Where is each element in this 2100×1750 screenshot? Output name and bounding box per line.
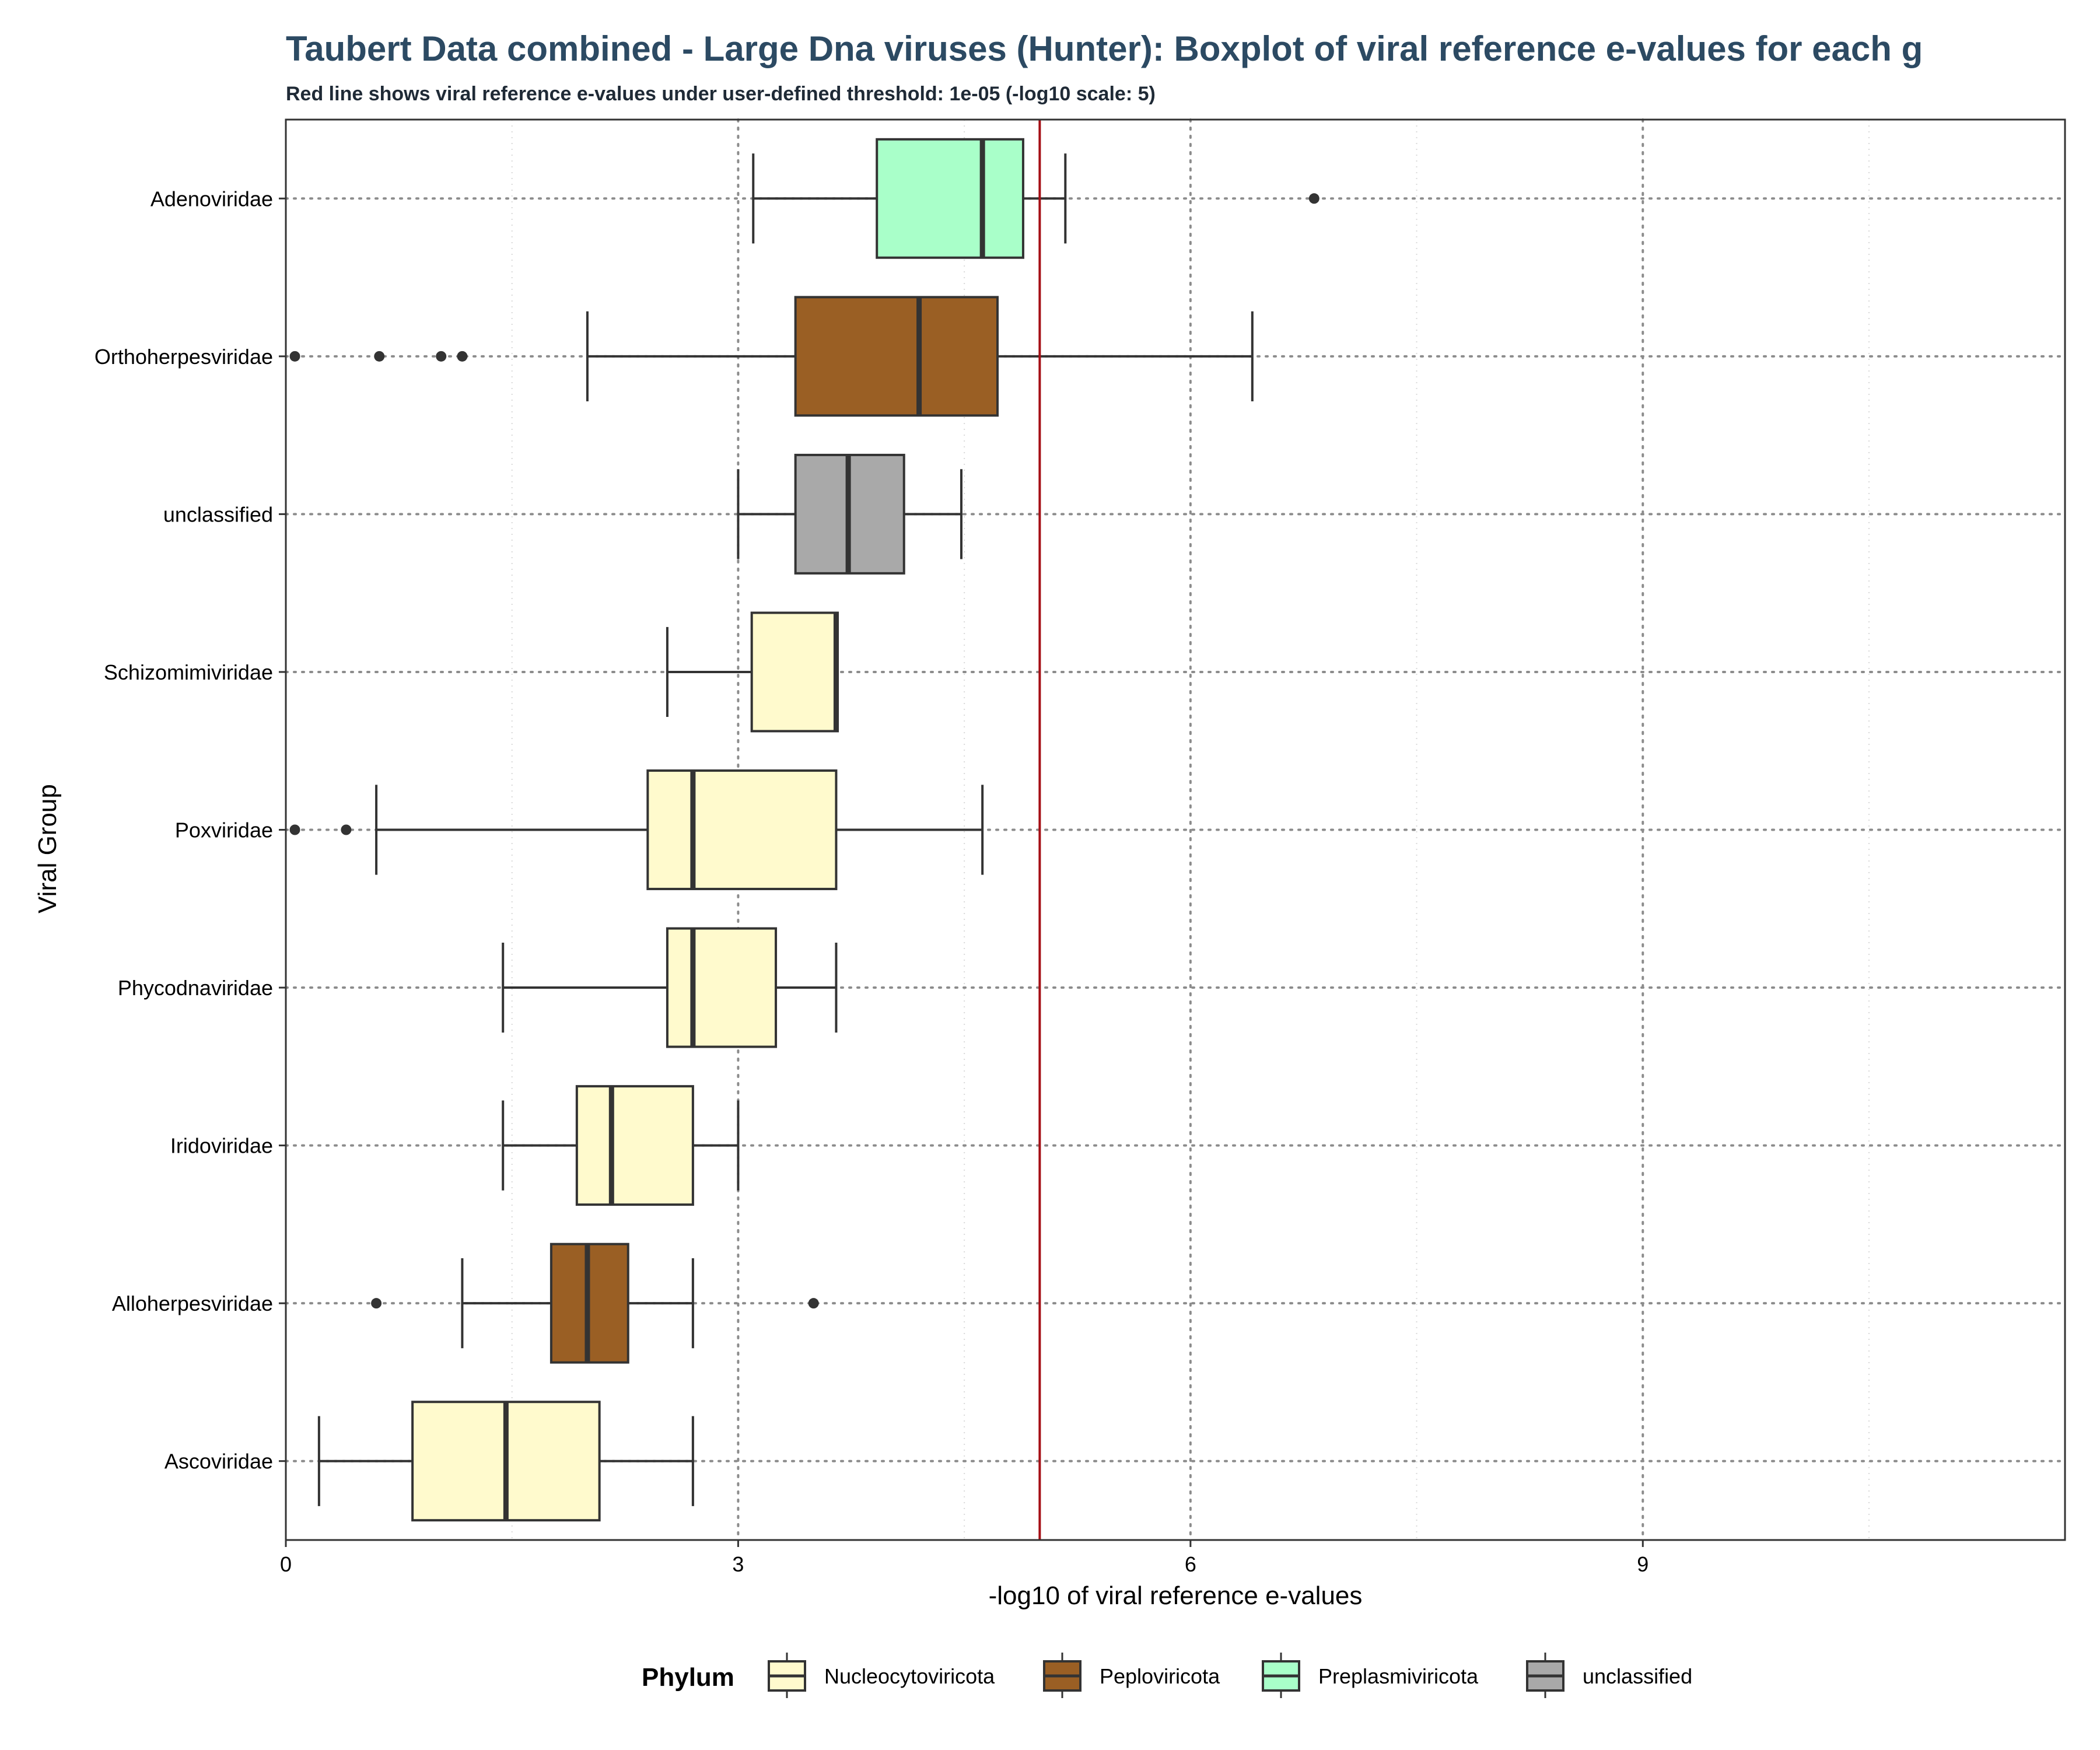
y-tick-label: Ascoviridae [164,1450,273,1474]
box-Poxviridae [289,769,984,890]
x-tick-label: 0 [280,1552,292,1576]
legend-item-Preplasmiviricota: Preplasmiviricota [1262,1653,1479,1698]
x-tick-label: 3 [732,1552,744,1576]
legend-item-unclassified: unclassified [1526,1653,1692,1698]
x-tick-label: 6 [1185,1552,1196,1576]
y-tick-label: Alloherpesviridae [112,1292,273,1315]
box-Phycodnaviridae [502,927,838,1048]
box-iqr [646,769,838,890]
box-iqr [876,138,1024,259]
outlier-point [808,1298,819,1309]
box-iqr [794,296,999,417]
legend-item-Nucleocytoviricota: Nucleocytoviricota [768,1653,995,1698]
outlier-point [371,1298,382,1309]
box-Ascoviridae [317,1401,694,1522]
legend-label: Nucleocytoviricota [824,1664,995,1688]
legend-label: Preplasmiviricota [1318,1664,1479,1688]
y-axis-label: Viral Group [33,784,62,914]
legend-item-Peploviricota: Peploviricota [1043,1653,1220,1698]
box-Iridoviridae [502,1085,740,1206]
box-iqr [575,1085,694,1206]
legend-label: unclassified [1583,1664,1692,1688]
outlier-point [341,824,352,835]
outlier-point [436,351,447,362]
box-iqr [666,927,778,1048]
box-Alloherpesviridae [371,1242,819,1364]
x-axis-label: -log10 of viral reference e-values [989,1581,1363,1610]
outlier-point [457,351,468,362]
legend-title: Phylum [642,1663,734,1692]
outlier-point [374,351,385,362]
box-unclassified [737,453,963,575]
y-tick-label: Orthoherpesviridae [94,345,273,369]
y-tick-label: Iridoviridae [170,1134,273,1158]
box-Adenoviridae [752,138,1320,259]
y-tick-label: Schizomimiviridae [104,660,273,684]
box-Orthoherpesviridae [289,296,1254,417]
y-tick-label: Adenoviridae [150,187,273,211]
plot-area: Adenoviridae Orthoherpesviridae unclassifi… [94,118,2066,1576]
y-tick-label: unclassified [163,502,273,526]
legend-label: Peploviricota [1100,1664,1220,1688]
chart-title: Taubert Data combined - Large Dna viruse… [286,29,1923,68]
y-tick-label: Poxviridae [175,818,273,842]
box-iqr [750,611,839,733]
box-Schizomimiviridae [666,611,839,733]
chart-subtitle: Red line shows viral reference e-values … [286,83,1156,105]
outlier-point [289,351,300,362]
x-tick-label: 9 [1637,1552,1648,1576]
legend: Phylum Nucleocytoviricota Peploviricota Pr… [642,1653,1692,1698]
outlier-point [289,824,300,835]
y-tick-label: Phycodnaviridae [118,976,273,1000]
outlier-point [1308,193,1320,204]
